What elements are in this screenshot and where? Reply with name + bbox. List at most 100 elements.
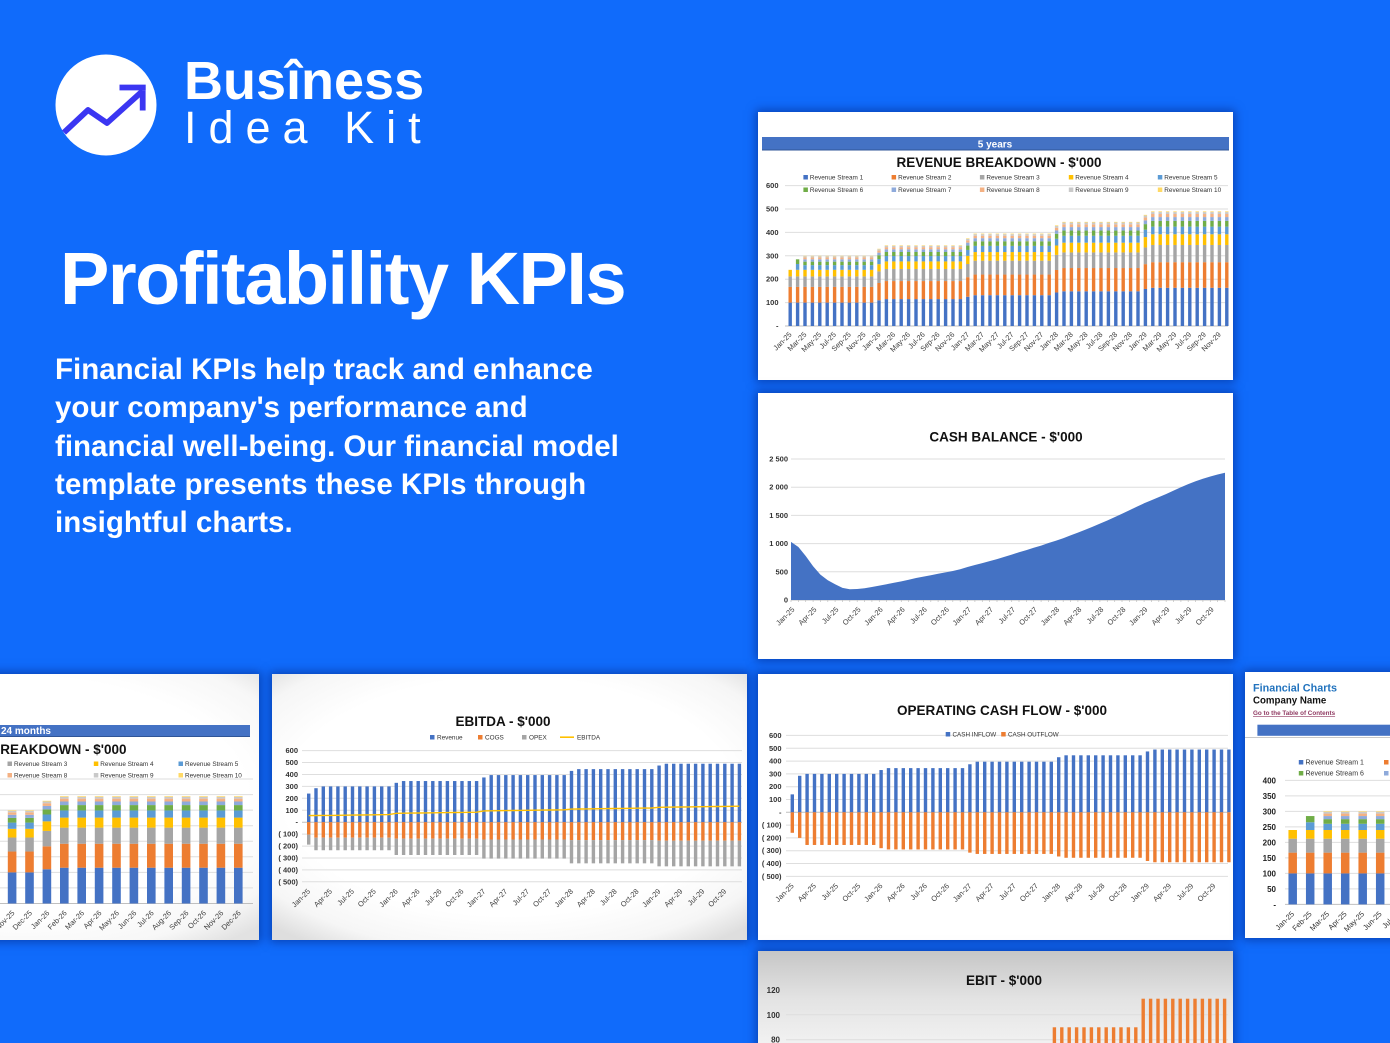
svg-text:Revenue Stream 4: Revenue Stream 4 [1075, 175, 1129, 182]
svg-text:Revenue Stream 4: Revenue Stream 4 [100, 761, 154, 768]
svg-text:Jan-25: Jan-25 [774, 605, 796, 627]
svg-text:( 400): ( 400) [278, 865, 298, 874]
svg-text:Oct-28: Oct-28 [1107, 881, 1129, 903]
svg-text:Dec-26: Dec-26 [220, 909, 243, 932]
svg-text:Revenue Stream 1: Revenue Stream 1 [1306, 760, 1364, 767]
svg-text:Apr-27: Apr-27 [973, 605, 995, 627]
svg-text:REVENUE BREAKDOWN - $'000: REVENUE BREAKDOWN - $'000 [897, 155, 1102, 170]
svg-text:Jan-29: Jan-29 [640, 887, 662, 909]
svg-text:Jan-28: Jan-28 [1040, 881, 1062, 903]
svg-text:Apr-26: Apr-26 [885, 881, 907, 903]
svg-text:Revenue Stream 3: Revenue Stream 3 [14, 761, 68, 768]
svg-text:Apr-29: Apr-29 [1150, 605, 1172, 627]
svg-text:Go to the Table of Contents: Go to the Table of Contents [1253, 710, 1336, 717]
svg-text:Oct-26: Oct-26 [929, 881, 951, 903]
svg-text:200: 200 [766, 275, 779, 284]
svg-text:200: 200 [285, 794, 298, 803]
svg-text:Revenue Stream 8: Revenue Stream 8 [14, 773, 68, 780]
svg-text:Jul-29: Jul-29 [686, 887, 707, 908]
svg-text:Revenue: Revenue [437, 735, 463, 742]
svg-text:100: 100 [1263, 869, 1277, 878]
svg-text:Jan-29: Jan-29 [1129, 881, 1151, 903]
svg-text:Apr-25: Apr-25 [796, 881, 818, 903]
svg-text:Revenue Stream 1: Revenue Stream 1 [810, 175, 864, 182]
svg-text:Revenue Stream 6: Revenue Stream 6 [1306, 771, 1364, 778]
svg-text:Oct-27: Oct-27 [531, 887, 553, 909]
svg-text:Revenue Stream 5: Revenue Stream 5 [185, 761, 239, 768]
svg-text:Sep-26: Sep-26 [167, 909, 190, 932]
svg-text:Jan-27: Jan-27 [465, 887, 487, 909]
svg-text:Apr-29: Apr-29 [1151, 881, 1173, 903]
svg-text:Oct-28: Oct-28 [619, 887, 641, 909]
svg-text:( 200): ( 200) [278, 842, 298, 851]
svg-text:0: 0 [784, 596, 788, 605]
svg-text:300: 300 [769, 769, 782, 778]
svg-text:Revenue Stream 10: Revenue Stream 10 [185, 773, 242, 780]
svg-text:( 500): ( 500) [762, 872, 782, 881]
svg-text:OPERATING CASH FLOW - $'000: OPERATING CASH FLOW - $'000 [897, 703, 1107, 718]
svg-text:CASH OUTFLOW: CASH OUTFLOW [1008, 732, 1059, 739]
svg-text:2 500: 2 500 [769, 455, 788, 464]
svg-text:Apr-26: Apr-26 [400, 887, 422, 909]
svg-text:Revenue Stream 9: Revenue Stream 9 [1075, 187, 1129, 194]
svg-text:50: 50 [1267, 885, 1276, 894]
svg-text:Revenue Stream 2: Revenue Stream 2 [898, 175, 952, 182]
svg-text:400: 400 [769, 757, 782, 766]
svg-text:Apr-25: Apr-25 [796, 605, 818, 627]
svg-text:Mar-25: Mar-25 [1308, 909, 1331, 932]
svg-text:Oct-27: Oct-27 [1017, 605, 1039, 627]
svg-text:Apr-25: Apr-25 [312, 887, 334, 909]
svg-text:80: 80 [771, 1036, 780, 1043]
svg-text:Jul-25: Jul-25 [1380, 909, 1390, 930]
svg-text:Revenue Stream 5: Revenue Stream 5 [1164, 175, 1218, 182]
svg-text:500: 500 [285, 758, 298, 767]
svg-text:Apr-29: Apr-29 [662, 887, 684, 909]
svg-text:Oct-28: Oct-28 [1105, 605, 1127, 627]
svg-text:Jul-28: Jul-28 [1085, 605, 1106, 626]
svg-text:Apr-28: Apr-28 [1062, 881, 1084, 903]
svg-text:Jan-29: Jan-29 [1127, 605, 1149, 627]
svg-text:Jan-27: Jan-27 [951, 605, 973, 627]
svg-text:200: 200 [1263, 838, 1277, 847]
svg-text:150: 150 [1263, 854, 1277, 863]
svg-text:Revenue Stream 6: Revenue Stream 6 [810, 187, 864, 194]
svg-text:EBIT - $'000: EBIT - $'000 [966, 973, 1042, 988]
svg-text:EBITDA: EBITDA [577, 735, 601, 742]
svg-text:250: 250 [1263, 823, 1277, 832]
svg-text:Jan-25: Jan-25 [773, 881, 795, 903]
svg-text:500: 500 [775, 567, 788, 576]
svg-text:Jul-26: Jul-26 [908, 881, 929, 902]
svg-text:Jul-27: Jul-27 [511, 887, 532, 908]
svg-text:Jan-26: Jan-26 [377, 887, 399, 909]
svg-text:Revenue Stream 7: Revenue Stream 7 [898, 187, 952, 194]
svg-text:Oct-25: Oct-25 [356, 887, 378, 909]
svg-text:Financial Charts: Financial Charts [1253, 683, 1337, 695]
svg-text:Revenue Stream 3: Revenue Stream 3 [986, 175, 1040, 182]
svg-text:1 000: 1 000 [769, 539, 788, 548]
svg-text:( 200): ( 200) [762, 833, 782, 842]
svg-text:CASH INFLOW: CASH INFLOW [953, 732, 997, 739]
svg-text:Jun-26: Jun-26 [116, 909, 138, 931]
svg-text:500: 500 [766, 205, 779, 214]
svg-text:( 300): ( 300) [278, 854, 298, 863]
svg-text:( 400): ( 400) [762, 859, 782, 868]
svg-text:2 000: 2 000 [769, 483, 788, 492]
svg-text:( 500): ( 500) [278, 877, 298, 886]
svg-text:Jan-26: Jan-26 [862, 881, 884, 903]
svg-text:Oct-29: Oct-29 [1195, 881, 1217, 903]
svg-text:( 300): ( 300) [762, 846, 782, 855]
svg-text:Apr-27: Apr-27 [487, 887, 509, 909]
svg-text:Jul-27: Jul-27 [997, 881, 1018, 902]
svg-text:Oct-25: Oct-25 [841, 605, 863, 627]
svg-text:-: - [776, 322, 779, 331]
svg-text:-: - [1273, 900, 1276, 909]
svg-text:Revenue Stream 9: Revenue Stream 9 [100, 773, 154, 780]
svg-text:Apr-26: Apr-26 [885, 605, 907, 627]
svg-text:COGS: COGS [485, 735, 504, 742]
svg-text:Jul-26: Jul-26 [423, 887, 444, 908]
svg-text:Jan-28: Jan-28 [553, 887, 575, 909]
svg-text:Mar-26: Mar-26 [63, 909, 86, 932]
svg-text:100: 100 [767, 1011, 781, 1020]
svg-text:Company Name: Company Name [1253, 696, 1327, 707]
svg-text:( 100): ( 100) [278, 830, 298, 839]
